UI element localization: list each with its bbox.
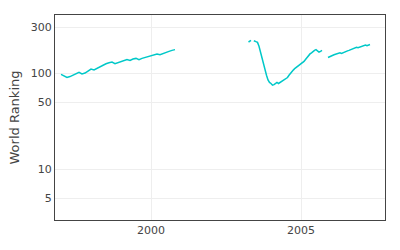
svg-text:300: 300 <box>31 21 52 34</box>
svg-text:50: 50 <box>38 96 52 109</box>
svg-text:5: 5 <box>45 192 52 205</box>
svg-text:2005: 2005 <box>287 224 315 237</box>
svg-text:10: 10 <box>38 163 52 176</box>
svg-text:2000: 2000 <box>137 224 165 237</box>
svg-text:100: 100 <box>31 67 52 80</box>
svg-text:World Ranking: World Ranking <box>7 71 22 165</box>
